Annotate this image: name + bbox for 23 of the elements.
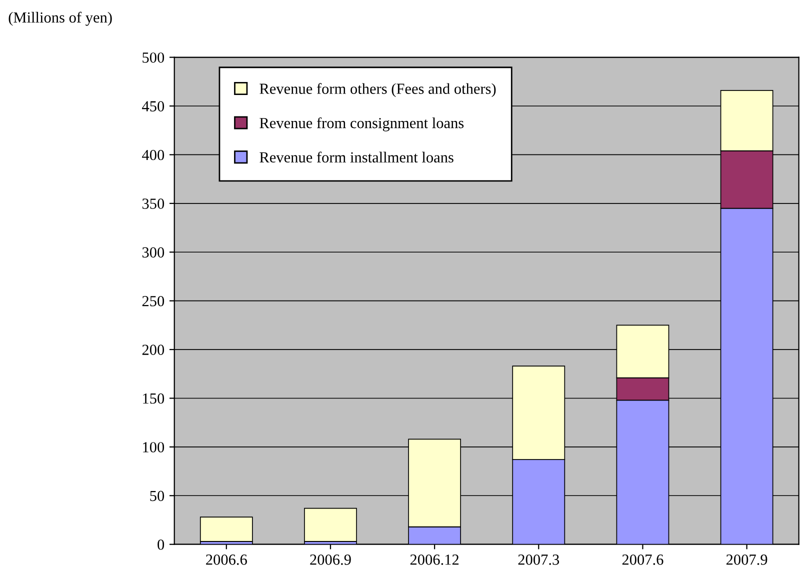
- y-tick-label: 150: [143, 393, 164, 404]
- x-tick-label: 2007.9: [726, 554, 768, 565]
- y-tick-label: 50: [150, 490, 164, 502]
- y-tick-label: 500: [142, 52, 164, 63]
- legend-label: Revenue from consignment loans: [260, 117, 464, 132]
- y-axis-title: (Millions of yen): [8, 12, 112, 26]
- x-tick-label: 2006.12: [410, 554, 459, 565]
- y-tick-label: 250: [142, 296, 164, 306]
- y-tick-label: 400: [142, 150, 164, 160]
- legend-label: Revenue form installment loans: [260, 152, 454, 163]
- y-tick-label: 0: [158, 539, 164, 550]
- x-tick-label: 2007.3: [518, 554, 560, 565]
- y-tick-label: 300: [142, 247, 164, 258]
- bar: [304, 508, 357, 542]
- y-tick-label: 200: [142, 344, 164, 355]
- x-tick-label: 2006.9: [310, 554, 351, 565]
- y-tick-label: 350: [142, 198, 164, 209]
- x-tick-label: 2007.6: [622, 554, 664, 565]
- x-tick-label: 2006.6: [206, 554, 247, 565]
- y-tick-label: 450: [142, 101, 164, 112]
- bar: [200, 516, 253, 542]
- y-tick-label: 100: [143, 442, 164, 452]
- legend-label: Revenue form others (Fees and others): [260, 83, 496, 98]
